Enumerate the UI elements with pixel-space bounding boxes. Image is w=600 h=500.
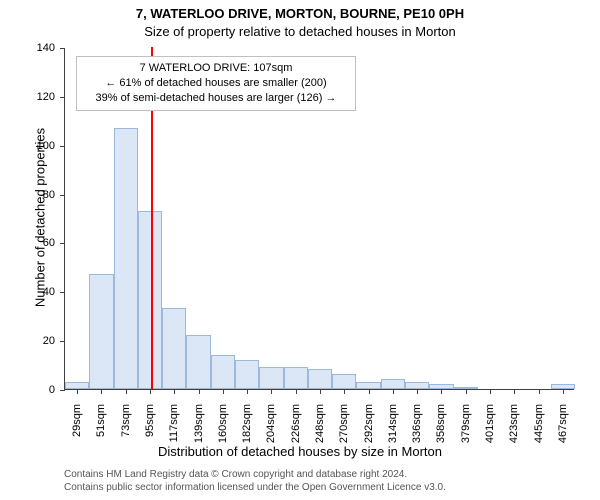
y-tick [60, 48, 65, 49]
histogram-bar [405, 382, 429, 389]
x-tick [101, 389, 102, 394]
histogram-bar [65, 382, 89, 389]
annotation-box: 7 WATERLOO DRIVE: 107sqm← 61% of detache… [76, 56, 356, 111]
histogram-bar [284, 367, 308, 389]
x-tick [150, 389, 151, 394]
chart-title: 7, WATERLOO DRIVE, MORTON, BOURNE, PE10 … [0, 6, 600, 21]
chart-subtitle: Size of property relative to detached ho… [0, 24, 600, 39]
x-tick [126, 389, 127, 394]
histogram-bar [308, 369, 332, 389]
histogram-bar [89, 274, 113, 389]
y-tick [60, 146, 65, 147]
x-tick [223, 389, 224, 394]
x-tick [369, 389, 370, 394]
x-tick [174, 389, 175, 394]
y-tick [60, 195, 65, 196]
annotation-line: ← 61% of detached houses are smaller (20… [85, 76, 347, 91]
annotation-line: 7 WATERLOO DRIVE: 107sqm [85, 61, 347, 76]
histogram-bar [356, 382, 380, 389]
x-tick [417, 389, 418, 394]
histogram-bar [259, 367, 283, 389]
x-tick [539, 389, 540, 394]
x-tick [199, 389, 200, 394]
y-tick [60, 97, 65, 98]
x-tick [563, 389, 564, 394]
chart-container: 7, WATERLOO DRIVE, MORTON, BOURNE, PE10 … [0, 0, 600, 500]
x-tick [466, 389, 467, 394]
histogram-bar [138, 211, 162, 389]
footer-attribution: Contains HM Land Registry data © Crown c… [64, 468, 446, 494]
y-tick [60, 292, 65, 293]
x-tick [77, 389, 78, 394]
x-tick [490, 389, 491, 394]
annotation-line: 39% of semi-detached houses are larger (… [85, 91, 347, 106]
x-tick [441, 389, 442, 394]
histogram-bar [381, 379, 405, 389]
histogram-bar [114, 128, 138, 389]
histogram-bar [211, 355, 235, 389]
y-tick [60, 390, 65, 391]
x-tick [320, 389, 321, 394]
histogram-bar [186, 335, 210, 389]
x-tick [296, 389, 297, 394]
y-tick [60, 341, 65, 342]
x-tick [247, 389, 248, 394]
y-axis-label: Number of detached properties [33, 28, 48, 408]
x-tick [514, 389, 515, 394]
footer-line: Contains public sector information licen… [64, 481, 446, 494]
x-tick [271, 389, 272, 394]
histogram-bar [235, 360, 259, 389]
x-axis-label: Distribution of detached houses by size … [0, 444, 600, 459]
histogram-bar [332, 374, 356, 389]
footer-line: Contains HM Land Registry data © Crown c… [64, 468, 446, 481]
y-tick [60, 243, 65, 244]
x-tick [393, 389, 394, 394]
histogram-bar [162, 308, 186, 389]
x-tick [344, 389, 345, 394]
